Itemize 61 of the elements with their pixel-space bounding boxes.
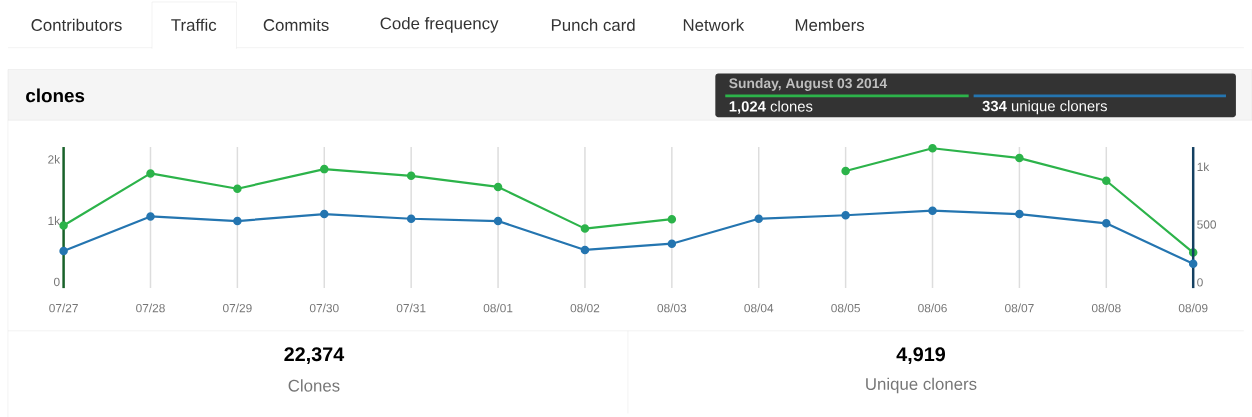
point [320, 209, 329, 219]
point [146, 168, 155, 178]
point [928, 206, 937, 215]
y-tick-label: 0 [53, 277, 60, 286]
point [1015, 153, 1024, 163]
point [406, 214, 416, 223]
text: Contributors [31, 18, 122, 31]
point [841, 166, 850, 175]
text: Punch card [551, 18, 635, 31]
y-tick-label: 1k [48, 216, 61, 225]
x-tick-label: 07/29 [222, 303, 252, 313]
point [754, 214, 763, 223]
text: Commits [263, 18, 329, 31]
text: Sunday, August 03 2014 [729, 77, 888, 91]
chart-title: clones [26, 88, 85, 103]
text: 1,024 clones [729, 100, 813, 114]
x-tick-label: 08/07 [1005, 303, 1034, 313]
y2-tick-label: 1k [1197, 162, 1210, 171]
x-tick-label: 08/04 [744, 303, 774, 313]
point [1102, 218, 1111, 228]
x-tick-label: 08/08 [1091, 303, 1121, 313]
point [233, 184, 242, 193]
x-tick-label: 08/05 [831, 303, 860, 313]
x-tick-label: 08/03 [657, 303, 687, 313]
text: 334 unique cloners [982, 100, 1107, 114]
x-tick-label: 07/31 [396, 303, 426, 313]
point [1015, 209, 1024, 219]
point [841, 210, 850, 220]
point [320, 164, 329, 174]
point [1102, 176, 1111, 185]
point [59, 246, 68, 256]
x-tick-label: 08/06 [918, 303, 947, 313]
point [667, 239, 677, 248]
point [493, 216, 503, 226]
point [146, 211, 155, 221]
text: Network [683, 18, 745, 31]
x-tick-label: 08/01 [483, 303, 513, 313]
text: Traffic [171, 18, 217, 31]
text: 22,374 [284, 347, 345, 364]
x-tick-label: 07/27 [49, 303, 78, 313]
x-tick-label: 08/02 [570, 303, 600, 313]
text: Unique cloners [866, 377, 977, 394]
point [493, 182, 503, 191]
x-tick-label: 07/30 [309, 303, 339, 313]
y2-tick-label: 500 [1197, 220, 1217, 229]
y-tick-label: 2k [48, 154, 61, 164]
text: Code frequency [380, 16, 499, 33]
text: 4,919 [896, 347, 946, 364]
x-tick-label: 07/28 [136, 303, 165, 313]
x-tick-label: 08/09 [1178, 303, 1208, 313]
point [233, 216, 242, 226]
point [667, 214, 677, 224]
point [59, 221, 68, 230]
point [928, 143, 937, 153]
point [580, 245, 590, 254]
text: Members [795, 18, 865, 31]
text: Clones [288, 379, 340, 392]
y2-tick-label: 0 [1197, 277, 1203, 287]
point [580, 224, 590, 233]
point [406, 171, 416, 180]
point [1188, 259, 1198, 268]
